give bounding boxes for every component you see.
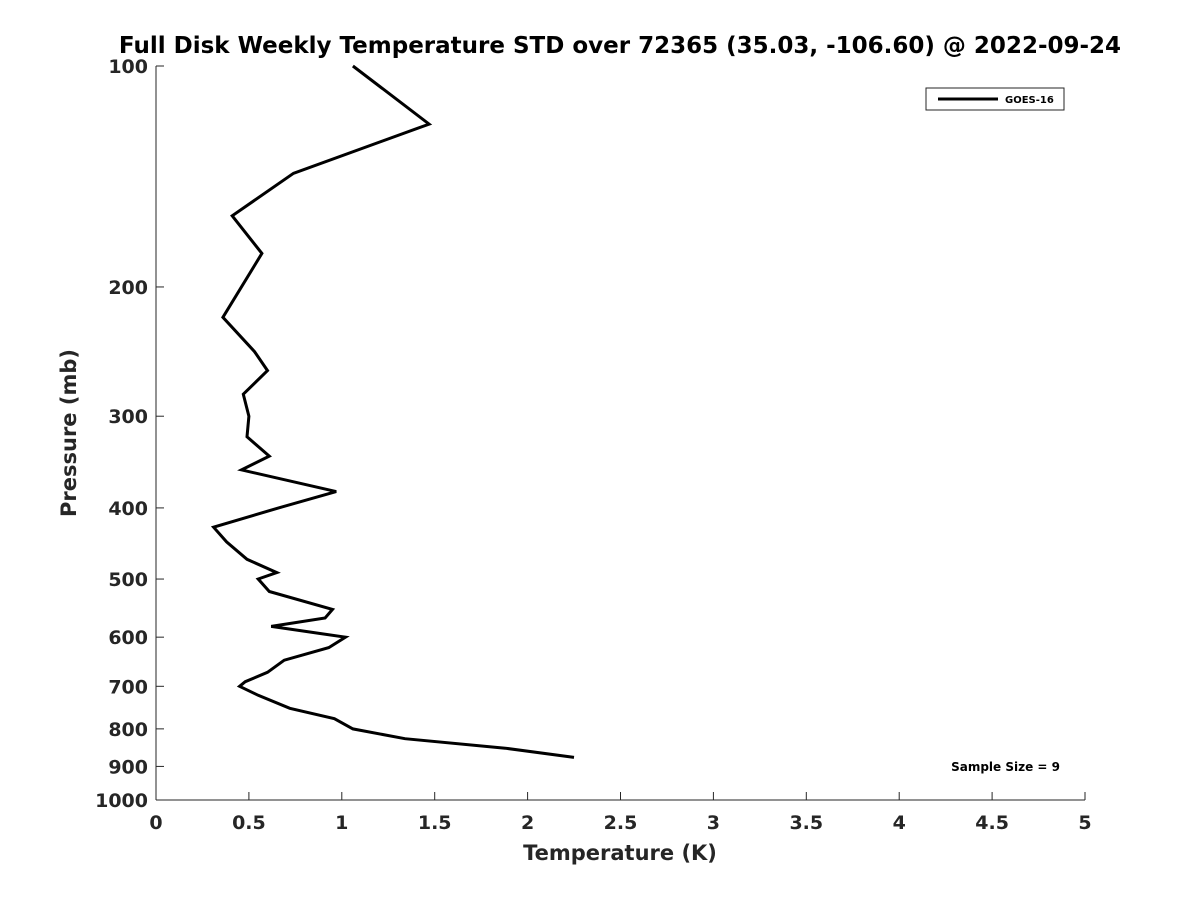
y-tick-label: 500 — [108, 569, 148, 591]
x-axis-label: Temperature (K) — [523, 841, 717, 865]
y-tick-label: 700 — [108, 676, 148, 698]
y-tick-label: 800 — [108, 719, 148, 741]
y-tick-label: 400 — [108, 498, 148, 520]
legend-label-goes-16: GOES-16 — [1005, 95, 1054, 106]
sample-size-annotation: Sample Size = 9 — [951, 760, 1060, 774]
y-tick-label: 900 — [108, 756, 148, 778]
x-tick-label: 5 — [1078, 812, 1091, 834]
series-line-goes-16 — [210, 64, 575, 759]
y-tick-label: 100 — [108, 56, 148, 78]
x-tick-label: 3 — [707, 812, 720, 834]
x-ticks: 0 0.5 1 1.5 2 2.5 3 3.5 4 4.5 5 — [149, 792, 1092, 834]
y-axis-label: Pressure (mb) — [57, 349, 81, 517]
chart-title: Full Disk Weekly Temperature STD over 72… — [119, 33, 1121, 59]
x-tick-label: 0.5 — [232, 812, 266, 834]
x-tick-label: 0 — [149, 812, 162, 834]
x-tick-label: 2.5 — [604, 812, 638, 834]
x-tick-label: 1.5 — [418, 812, 452, 834]
y-tick-label: 1000 — [95, 790, 148, 812]
x-tick-label: 2 — [521, 812, 534, 834]
legend: GOES-16 — [925, 87, 1065, 111]
y-tick-label: 600 — [108, 627, 148, 649]
y-tick-label: 200 — [108, 277, 148, 299]
x-tick-label: 3.5 — [789, 812, 823, 834]
x-tick-label: 4.5 — [975, 812, 1009, 834]
series-layer — [210, 64, 575, 759]
x-tick-label: 1 — [335, 812, 348, 834]
y-ticks: 100 200 300 400 500 600 700 800 900 1000 — [95, 56, 164, 812]
y-tick-label: 300 — [108, 406, 148, 428]
x-tick-label: 4 — [893, 812, 906, 834]
plot-area: 0 0.5 1 1.5 2 2.5 3 3.5 4 4.5 5 100 200 300 400 500 600… — [95, 56, 1092, 834]
